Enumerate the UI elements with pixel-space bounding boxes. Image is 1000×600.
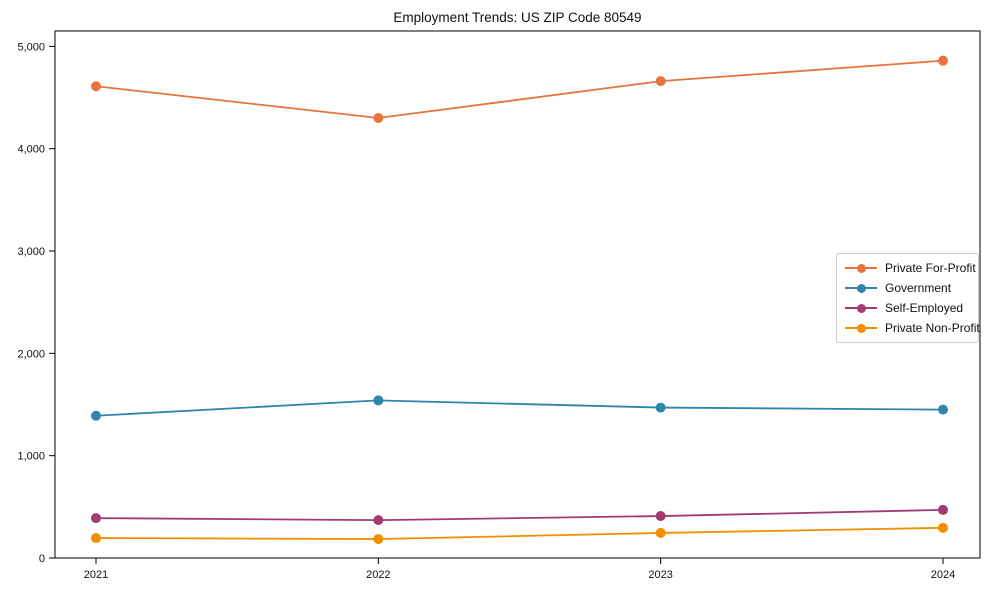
legend-label: Private For-Profit <box>885 261 976 275</box>
data-point-government-2024 <box>938 404 948 415</box>
y-axis-tick-label: 5,000 <box>17 41 45 53</box>
legend-label: Private Non-Profit <box>885 321 980 335</box>
x-axis-tick-label: 2024 <box>931 569 955 581</box>
data-point-self-employed-2023 <box>655 511 666 522</box>
chart-title: Employment Trends: US ZIP Code 80549 <box>393 10 642 25</box>
legend: Private For-Profit Government Self-Employe… <box>836 253 980 343</box>
data-point-private-for-profit-2023 <box>655 76 666 87</box>
data-point-private-for-profit-2024 <box>938 55 948 66</box>
series-line-government <box>95 399 944 417</box>
legend-item-self-employed: Self-Employed <box>837 299 978 317</box>
data-point-private-for-profit-2022 <box>373 112 384 123</box>
legend-item-government: Government <box>837 279 978 297</box>
legend-label: Government <box>885 281 952 295</box>
plot-border <box>54 30 981 559</box>
legend-marker-icon <box>845 303 877 313</box>
series-line-private-for-profit <box>95 59 944 119</box>
y-axis-tick-label: 4,000 <box>17 144 45 156</box>
data-point-government-2022 <box>373 395 384 406</box>
legend-item-private-non-profit: Private Non-Profit <box>837 319 980 337</box>
x-axis-tick-label: 2021 <box>84 569 108 581</box>
data-point-private-non-profit-2024 <box>938 522 948 533</box>
data-point-private-non-profit-2021 <box>91 533 101 544</box>
y-axis-tick-label: 1,000 <box>17 451 45 463</box>
y-axis-tick-label: 0 <box>39 553 45 565</box>
x-axis-tick-label: 2023 <box>648 569 672 581</box>
legend-marker-icon <box>845 263 877 273</box>
legend-marker-icon <box>845 323 877 333</box>
data-point-government-2023 <box>655 402 666 413</box>
data-point-self-employed-2022 <box>373 515 384 526</box>
series-line-self-employed <box>95 509 944 522</box>
data-point-self-employed-2024 <box>938 504 948 515</box>
series-line-private-non-profit <box>95 526 944 540</box>
legend-label: Self-Employed <box>885 301 964 315</box>
data-point-private-for-profit-2021 <box>91 81 101 92</box>
data-point-private-non-profit-2022 <box>373 534 384 545</box>
data-point-private-non-profit-2023 <box>655 527 666 538</box>
legend-marker-icon <box>845 283 877 293</box>
y-axis-tick-label: 3,000 <box>17 246 45 258</box>
legend-item-private-for-profit: Private For-Profit <box>837 259 978 277</box>
y-axis-tick-label: 2,000 <box>17 348 45 360</box>
data-point-government-2021 <box>91 410 101 421</box>
x-axis-tick-label: 2022 <box>366 569 390 581</box>
data-point-self-employed-2021 <box>91 513 101 524</box>
